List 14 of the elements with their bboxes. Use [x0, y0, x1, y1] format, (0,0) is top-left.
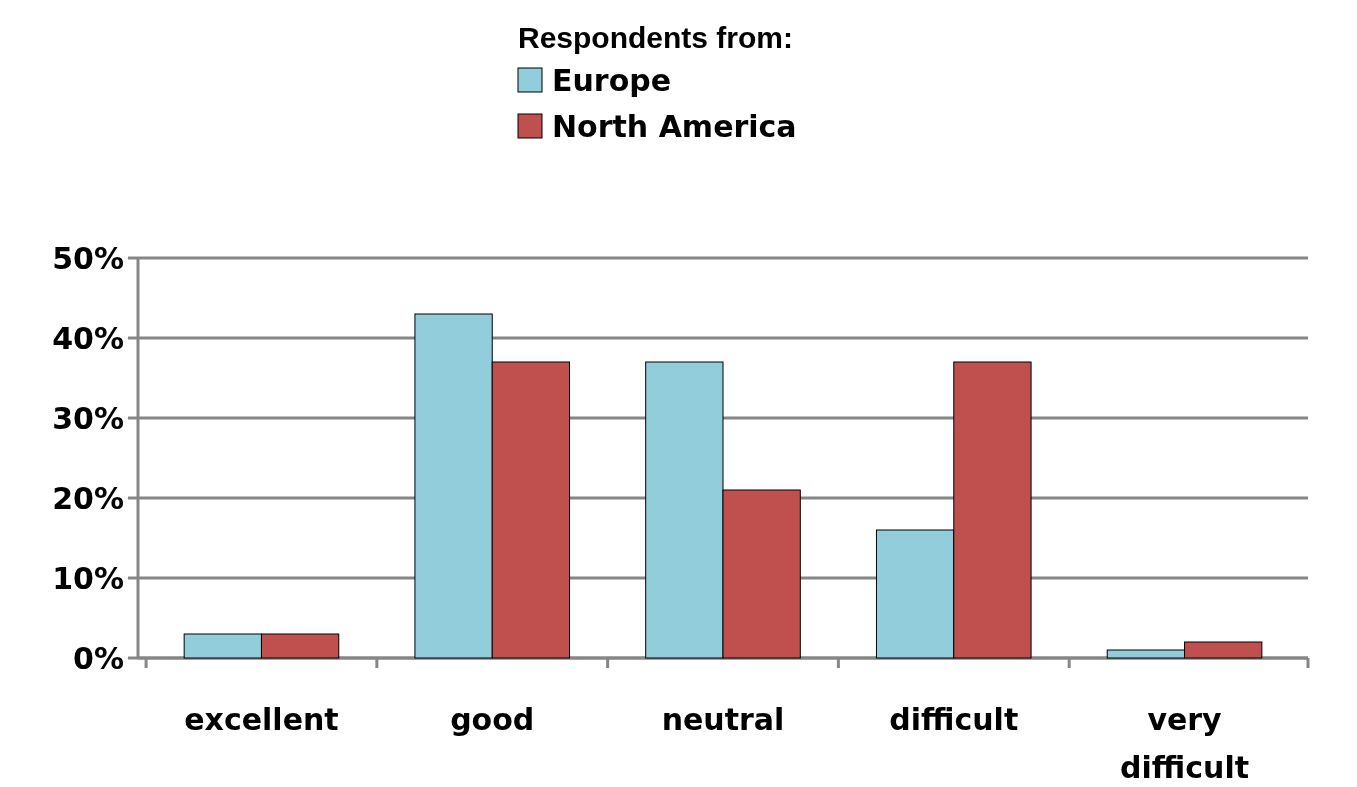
y-tick-label: 20%: [52, 480, 124, 516]
legend-label: Europe: [552, 62, 672, 98]
y-tick-label: 50%: [52, 240, 124, 276]
y-tick-label: 0%: [73, 640, 124, 676]
x-tick-label: excellent: [184, 702, 339, 737]
legend-title: Respondents from:: [518, 21, 794, 54]
x-tick-label: difficult: [889, 702, 1019, 737]
y-tick-label: 40%: [52, 320, 124, 356]
y-tick-label: 10%: [52, 560, 124, 596]
x-tick-label: neutral: [661, 702, 785, 737]
x-tick-label: good: [450, 702, 535, 737]
legend-label: North America: [552, 108, 797, 144]
x-tick-label: very difficult: [1120, 702, 1250, 785]
y-tick-label: 30%: [52, 400, 124, 436]
